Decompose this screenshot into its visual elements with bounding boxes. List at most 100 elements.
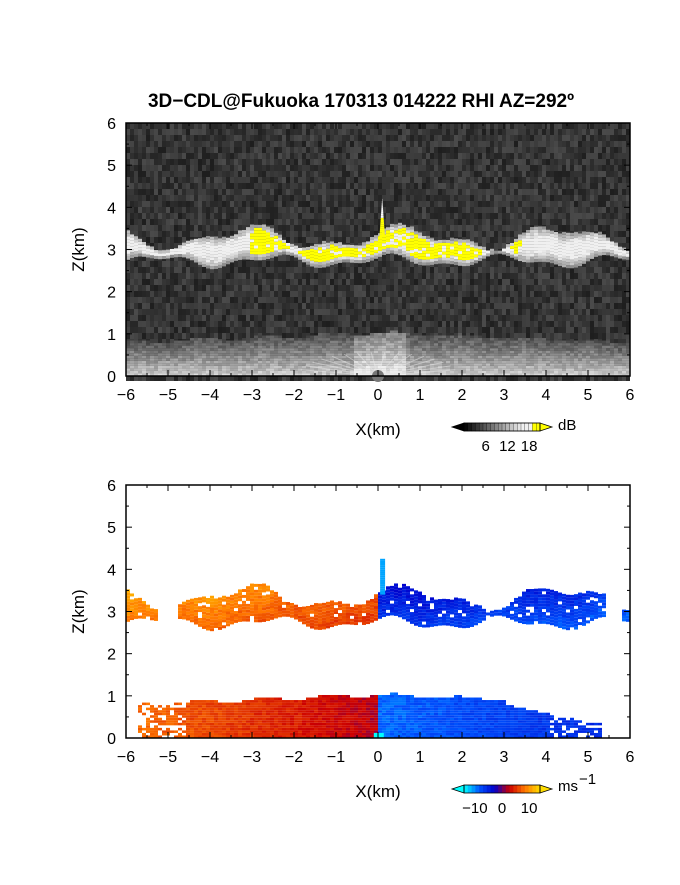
noise-cell — [186, 201, 190, 207]
noise-cell — [286, 315, 290, 321]
noise-cell — [194, 267, 198, 273]
noise-cell — [586, 297, 590, 303]
noise-cell — [242, 165, 246, 171]
noise-cell — [230, 231, 234, 237]
noise-cell — [542, 333, 546, 339]
noise-cell — [502, 177, 506, 183]
noise-cell — [526, 129, 530, 135]
noise-cell — [526, 333, 530, 339]
noise-cell — [462, 273, 466, 279]
noise-cell — [290, 141, 294, 147]
noise-cell — [374, 207, 378, 213]
noise-cell — [494, 129, 498, 135]
noise-cell — [382, 315, 386, 321]
noise-cell — [306, 303, 310, 309]
noise-cell — [590, 123, 594, 129]
noise-cell — [242, 147, 246, 153]
noise-cell — [282, 219, 286, 225]
noise-cell — [422, 375, 426, 381]
noise-cell — [146, 129, 150, 135]
noise-cell — [422, 165, 426, 171]
noise-cell — [378, 195, 382, 201]
noise-cell — [570, 165, 574, 171]
noise-cell — [358, 207, 362, 213]
noise-cell — [310, 267, 314, 273]
noise-cell — [414, 303, 418, 309]
noise-cell — [278, 183, 282, 189]
noise-cell — [154, 201, 158, 207]
noise-cell — [286, 123, 290, 129]
noise-cell — [310, 189, 314, 195]
noise-cell — [530, 261, 534, 267]
noise-cell — [570, 147, 574, 153]
noise-cell — [470, 165, 474, 171]
noise-cell — [250, 273, 254, 279]
noise-cell — [534, 165, 538, 171]
noise-cell — [542, 201, 546, 207]
noise-cell — [358, 291, 362, 297]
noise-cell — [430, 183, 434, 189]
noise-cell — [210, 291, 214, 297]
noise-cell — [446, 189, 450, 195]
noise-cell — [270, 207, 274, 213]
noise-cell — [542, 159, 546, 165]
noise-cell — [150, 267, 154, 273]
noise-cell — [282, 165, 286, 171]
noise-cell — [422, 135, 426, 141]
noise-cell — [514, 213, 518, 219]
noise-cell — [454, 375, 458, 381]
noise-cell — [362, 231, 366, 237]
noise-cell — [262, 309, 266, 315]
noise-cell — [370, 153, 374, 159]
noise-cell — [454, 231, 458, 237]
noise-cell — [166, 201, 170, 207]
noise-cell — [326, 237, 330, 243]
noise-cell — [546, 309, 550, 315]
noise-cell — [150, 375, 154, 381]
noise-cell — [170, 165, 174, 171]
noise-cell — [438, 321, 442, 327]
noise-cell — [518, 159, 522, 165]
noise-cell — [302, 285, 306, 291]
noise-cell — [210, 273, 214, 279]
noise-cell — [454, 279, 458, 285]
noise-cell — [230, 213, 234, 219]
noise-cell — [174, 243, 178, 249]
noise-cell — [174, 141, 178, 147]
noise-cell — [190, 273, 194, 279]
noise-cell — [474, 129, 478, 135]
noise-cell — [462, 285, 466, 291]
noise-cell — [498, 183, 502, 189]
noise-cell — [150, 321, 154, 327]
noise-cell — [442, 261, 446, 267]
noise-cell — [214, 267, 218, 273]
noise-cell — [382, 303, 386, 309]
noise-cell — [270, 195, 274, 201]
noise-cell — [582, 213, 586, 219]
noise-cell — [266, 189, 270, 195]
noise-cell — [154, 195, 158, 201]
noise-cell — [154, 285, 158, 291]
noise-cell — [330, 327, 334, 333]
noise-cell — [290, 135, 294, 141]
noise-cell — [482, 213, 486, 219]
noise-cell — [466, 321, 470, 327]
noise-cell — [186, 273, 190, 279]
noise-cell — [274, 321, 278, 327]
noise-cell — [582, 225, 586, 231]
noise-cell — [450, 375, 454, 381]
noise-cell — [346, 177, 350, 183]
noise-cell — [162, 309, 166, 315]
noise-cell — [410, 207, 414, 213]
noise-cell — [490, 171, 494, 177]
noise-cell — [142, 159, 146, 165]
noise-cell — [434, 291, 438, 297]
noise-cell — [474, 219, 478, 225]
noise-cell — [322, 315, 326, 321]
noise-cell — [582, 333, 586, 339]
noise-cell — [230, 375, 234, 381]
noise-cell — [174, 159, 178, 165]
noise-cell — [414, 135, 418, 141]
noise-cell — [450, 291, 454, 297]
noise-cell — [434, 189, 438, 195]
